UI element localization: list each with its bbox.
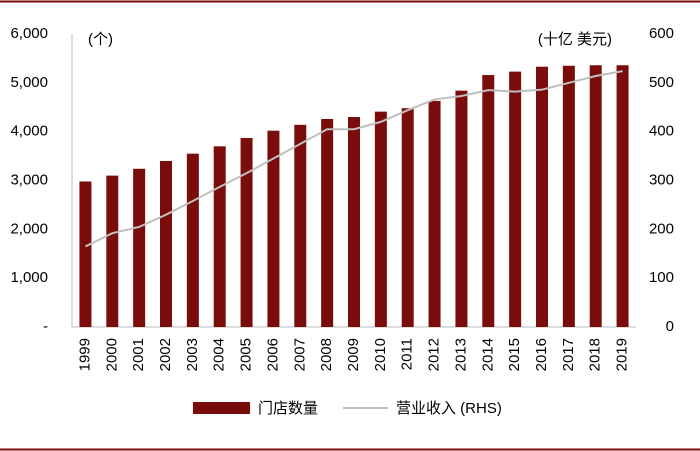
bar: [267, 130, 280, 327]
x-tick-label: 2019: [614, 338, 631, 371]
bar: [240, 138, 253, 327]
y2-tick-label: 100: [649, 269, 674, 286]
x-tick-label: 2014: [479, 338, 496, 371]
legend-label: 门店数量: [258, 400, 318, 417]
x-tick-label: 2007: [291, 338, 308, 371]
x-tick-label: 2018: [587, 338, 604, 371]
x-tick-label: 2009: [345, 338, 362, 371]
x-tick-label: 2001: [130, 338, 147, 371]
bar: [79, 181, 92, 327]
y-tick-label: 2,000: [10, 220, 48, 237]
y-tick-label: 5,000: [10, 74, 48, 91]
y-tick-label: -: [43, 318, 48, 335]
bar: [482, 75, 495, 328]
x-tick-label: 2016: [533, 338, 550, 371]
x-tick-label: 2008: [318, 338, 335, 371]
bar: [536, 66, 548, 328]
bar: [106, 175, 119, 327]
y2-tick-label: 600: [649, 25, 674, 42]
x-tick-label: 2005: [238, 338, 255, 371]
y-tick-label: 4,000: [10, 123, 48, 140]
y2-unit-label: (十亿 美元): [538, 31, 612, 48]
bar: [616, 65, 629, 328]
bar: [562, 65, 575, 327]
x-tick-label: 2004: [211, 338, 228, 371]
bar: [160, 160, 172, 327]
bar: [348, 117, 360, 328]
y-tick-label: 6,000: [10, 25, 48, 42]
y-unit-label: (个): [88, 31, 113, 48]
y2-tick-label: 200: [649, 220, 674, 237]
bar: [321, 118, 334, 327]
bar: [213, 146, 226, 327]
x-tick-label: 2006: [264, 338, 281, 371]
bar: [428, 100, 441, 327]
x-tick-label: 2011: [399, 338, 416, 370]
bar: [455, 90, 468, 327]
y2-tick-label: 0: [666, 318, 674, 335]
bar: [294, 124, 307, 327]
bar: [509, 71, 522, 327]
line: [84, 70, 623, 248]
x-tick-label: 2002: [157, 338, 174, 371]
legend-label: 营业收入 (RHS): [396, 400, 502, 417]
bar: [374, 111, 387, 328]
y2-tick-label: 300: [649, 171, 674, 188]
y-tick-label: 3,000: [10, 171, 48, 188]
bar: [133, 168, 146, 327]
y2-tick-label: 400: [649, 123, 674, 140]
x-tick-label: 2017: [560, 338, 577, 371]
x-tick-label: 2012: [426, 338, 443, 371]
x-tick-label: 2010: [372, 338, 389, 371]
legend-swatch: [193, 402, 250, 414]
x-tick-label: 2000: [103, 338, 120, 371]
x-tick-label: 2015: [506, 338, 523, 371]
x-tick-label: 2003: [184, 338, 201, 371]
x-tick-label: 2013: [452, 338, 469, 371]
y2-tick-label: 500: [649, 74, 674, 91]
y-tick-label: 1,000: [10, 269, 48, 286]
bar: [401, 108, 414, 327]
bar: [589, 65, 602, 328]
bar: [186, 153, 199, 327]
x-tick-label: 1999: [76, 338, 93, 371]
